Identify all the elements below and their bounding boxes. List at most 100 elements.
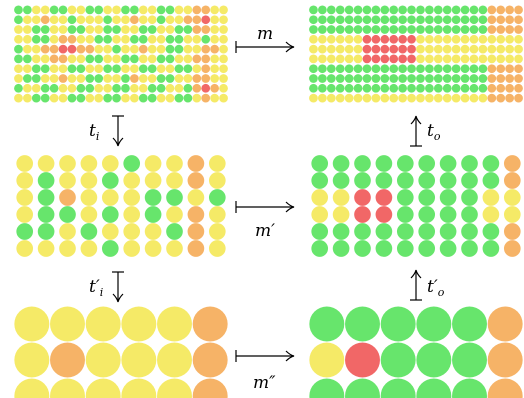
grid-dot	[208, 189, 226, 206]
grid-dot	[37, 223, 55, 240]
grid-dot	[85, 54, 95, 64]
grid-dot	[58, 15, 68, 25]
grid-dot	[496, 54, 506, 64]
grid-dot	[496, 44, 506, 54]
grid-dot	[37, 155, 55, 172]
grid-dot	[37, 189, 55, 206]
grid-dot	[201, 15, 211, 25]
grid-dot	[219, 74, 228, 83]
grid-dot	[514, 54, 523, 64]
grid-dot	[389, 83, 399, 93]
grid-dot	[49, 25, 59, 34]
grid-dot	[49, 74, 59, 83]
grid-dot	[192, 306, 228, 342]
grid-dot	[375, 223, 393, 240]
grid-dot	[442, 54, 452, 64]
grid-dot	[442, 34, 452, 44]
grid-dot	[335, 74, 345, 83]
grid-dot	[514, 83, 523, 93]
grid-dot	[389, 15, 399, 25]
grid-dot	[58, 54, 68, 64]
grid-dot	[76, 93, 86, 103]
grid-dot	[80, 189, 98, 206]
grid-dot	[23, 15, 32, 25]
grid-dot	[165, 83, 175, 93]
grid-dot	[442, 93, 452, 103]
grid-dot	[23, 25, 32, 34]
grid-dot	[130, 5, 139, 15]
grid-dot	[344, 64, 354, 74]
grid-dot	[326, 44, 336, 54]
grid-dot	[344, 5, 354, 15]
grid-dot	[389, 25, 399, 34]
grid-dot	[40, 5, 50, 15]
grid-dot	[503, 223, 521, 240]
grid-dot	[353, 15, 363, 25]
grid-dot	[210, 5, 220, 15]
grid-dot	[59, 172, 76, 189]
grid-dot	[318, 54, 327, 64]
grid-dot	[335, 54, 345, 64]
grid-dot	[121, 54, 130, 64]
grid-dot	[174, 54, 184, 64]
grid-dot	[478, 5, 488, 15]
grid-dot	[487, 34, 497, 44]
grid-dot	[469, 74, 479, 83]
grid-dot	[407, 15, 416, 25]
grid-dot	[442, 25, 452, 34]
grid-dot	[40, 93, 50, 103]
grid-dot	[460, 25, 470, 34]
grid-dot	[505, 5, 514, 15]
grid-dot	[318, 64, 327, 74]
grid-dot	[433, 83, 443, 93]
grid-dot	[23, 5, 32, 15]
grid-dot	[201, 93, 211, 103]
grid-dot	[166, 206, 183, 223]
grid-dot	[380, 64, 390, 74]
grid-dot	[469, 93, 479, 103]
grid-dot	[418, 155, 436, 172]
grid-dot	[371, 44, 381, 54]
grid-dot	[59, 206, 76, 223]
grid-dot	[425, 64, 434, 74]
grid-dot	[14, 64, 23, 74]
grid-dot	[123, 189, 141, 206]
grid-dot	[187, 240, 205, 257]
grid-dot	[37, 240, 55, 257]
grid-dot	[187, 172, 205, 189]
grid-dot	[156, 15, 166, 25]
grid-dot	[94, 44, 104, 54]
grid-dot	[208, 172, 226, 189]
grid-dot	[37, 172, 55, 189]
grid-dot	[371, 64, 381, 74]
grid-dot	[58, 93, 68, 103]
grid-dot	[210, 54, 220, 64]
grid-dot	[103, 83, 112, 93]
grid-dot	[40, 83, 50, 93]
grid-dot	[469, 54, 479, 64]
grid-dot	[425, 54, 434, 64]
grid-dot	[309, 44, 318, 54]
grid-dot	[371, 74, 381, 83]
grid-dot	[496, 25, 506, 34]
grid-dot	[380, 44, 390, 54]
grid-dot	[380, 25, 390, 34]
grid-dot	[123, 223, 141, 240]
grid-dot	[183, 54, 193, 64]
grid-dot	[345, 342, 380, 378]
grid-dot	[439, 155, 457, 172]
grid-dot	[103, 64, 112, 74]
grid-dot	[40, 34, 50, 44]
grid-dot	[174, 74, 184, 83]
grid-dot	[14, 25, 23, 34]
grid-dot	[335, 93, 345, 103]
grid-dot	[58, 34, 68, 44]
grid-dot	[354, 206, 371, 223]
grid-dot	[353, 64, 363, 74]
grid-dot	[103, 44, 112, 54]
grid-dot	[210, 64, 220, 74]
grid-dot	[353, 54, 363, 64]
grid-dot	[309, 64, 318, 74]
grid-dot	[380, 5, 390, 15]
grid-dot	[469, 64, 479, 74]
